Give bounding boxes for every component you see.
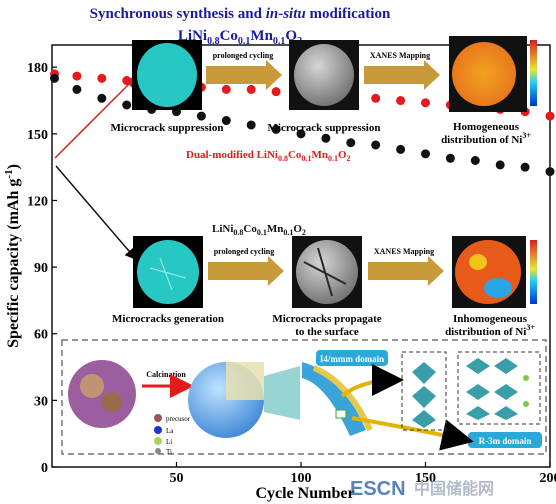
data-point — [221, 116, 231, 126]
x-tick-label: 100 — [291, 471, 312, 486]
arrow-to-lower-row — [55, 165, 137, 261]
data-point — [321, 133, 331, 143]
upper-caption-3a: Homogeneous — [453, 121, 520, 133]
upper-arrow-2: XANES Mapping — [364, 51, 440, 90]
data-point — [371, 93, 381, 103]
data-point — [371, 140, 381, 150]
arrow-to-upper-row — [54, 75, 138, 159]
svg-text:Li: Li — [166, 438, 172, 446]
lower-caption-3a: Inhomogeneous — [453, 313, 528, 325]
data-point — [296, 129, 306, 139]
series-label-pristine: LiNi0.8Co0.1Mn0.1O2 — [212, 223, 306, 237]
upper-arrow-1: prolonged cycling — [206, 51, 282, 90]
upper-panel-2 — [289, 40, 359, 110]
domain-i4mmm: I4/mmm domain — [316, 350, 388, 366]
lower-caption-2b: to the surface — [295, 326, 359, 338]
lower-panel-1 — [133, 236, 203, 308]
data-point — [396, 144, 406, 154]
lower-arrow-1: prolonged cycling — [208, 247, 284, 286]
series-pristine — [49, 73, 555, 177]
data-point — [520, 162, 530, 172]
r3m-crystal-structure — [457, 351, 541, 425]
cracked-particle-sem — [296, 240, 358, 304]
svg-text:XANES Mapping: XANES Mapping — [374, 247, 434, 256]
data-point — [221, 84, 231, 94]
series-label-modified: Dual-modified LiNi0.8Co0.1Mn0.1O2 — [186, 149, 351, 163]
cycled-particle-sem — [294, 44, 354, 106]
calcination-label: Calcination — [146, 370, 186, 379]
svg-text:prolonged cycling: prolonged cycling — [213, 51, 274, 60]
y-tick-label: 60 — [34, 328, 48, 343]
data-point — [421, 98, 430, 108]
upper-caption-3b: distribution of Ni3+ — [441, 131, 531, 146]
schematic-legend: precusor La Li Ti — [154, 414, 191, 456]
data-point — [97, 73, 107, 83]
y-tick-label: 120 — [27, 194, 48, 209]
data-point — [421, 149, 430, 159]
homogeneous-ni-map — [452, 42, 516, 106]
data-point — [495, 160, 505, 170]
svg-text:R-3m domain: R-3m domain — [479, 436, 532, 446]
y-axis: 0 30 60 90 120 150 180 — [27, 61, 57, 476]
svg-text:XANES Mapping: XANES Mapping — [370, 51, 430, 60]
data-point — [246, 84, 256, 94]
upper-panel-3 — [449, 36, 537, 112]
watermark-cjk: 中国储能网 — [414, 479, 494, 498]
data-point — [271, 124, 281, 134]
svg-text:prolonged cycling: prolonged cycling — [214, 247, 275, 256]
svg-text:Ti: Ti — [166, 448, 172, 456]
y-tick-label: 0 — [41, 461, 48, 476]
y-tick-label: 30 — [34, 394, 48, 409]
colorbar-lower — [530, 240, 537, 304]
i4mmm-crystal-structure — [401, 351, 447, 431]
x-axis: 50 100 150 200 — [170, 462, 556, 486]
y-tick-label: 90 — [34, 261, 48, 276]
lower-panel-3 — [452, 236, 537, 308]
watermark-escn: ESCN — [350, 478, 406, 500]
data-point — [271, 87, 281, 97]
data-point — [545, 111, 555, 121]
svg-text:La: La — [166, 427, 174, 435]
x-tick-label: 50 — [170, 471, 184, 486]
x-tick-label: 200 — [540, 471, 556, 486]
y-tick-label: 150 — [27, 128, 48, 143]
lower-caption-3b: distribution of Ni3+ — [445, 323, 535, 338]
data-point — [122, 100, 132, 110]
lower-panel-2 — [292, 236, 362, 308]
cracked-particle-map — [137, 240, 199, 304]
data-point — [470, 155, 480, 165]
data-point — [545, 167, 555, 177]
data-point — [49, 73, 59, 83]
svg-text:I4/mmm domain: I4/mmm domain — [320, 354, 384, 364]
x-tick-label: 150 — [415, 471, 436, 486]
svg-text:precusor: precusor — [166, 415, 191, 423]
data-point — [445, 153, 455, 163]
data-series-layer — [49, 69, 555, 177]
calcined-sphere — [188, 362, 300, 438]
data-point — [246, 120, 256, 130]
domain-r3m: R-3m domain — [468, 432, 542, 448]
lower-arrow-2: XANES Mapping — [368, 247, 444, 286]
y-axis-label: Specific capacity (mAh g-1) — [3, 164, 22, 348]
upper-caption-1: Microcrack suppression — [111, 122, 224, 134]
data-point — [97, 93, 107, 103]
data-point — [72, 84, 82, 94]
lower-caption-2a: Microcracks propagate — [272, 313, 381, 325]
upper-panel-1 — [132, 40, 202, 110]
data-point — [396, 96, 406, 106]
precursor-particle — [68, 360, 136, 428]
upper-caption-2: Microcrack suppression — [268, 122, 381, 134]
lower-caption-1: Microcracks generation — [112, 313, 224, 325]
data-point — [196, 111, 206, 121]
crack-free-particle-map — [137, 43, 197, 107]
y-tick-label: 180 — [27, 61, 48, 76]
data-point — [72, 71, 82, 81]
figure-title: Synchronous synthesis and in-situ modifi… — [90, 6, 391, 22]
colorbar-upper — [530, 40, 537, 106]
arrow-to-i4mmm-structure — [340, 364, 404, 398]
x-axis-label: Cycle Number — [255, 485, 354, 502]
arrow-to-r3m-structure — [351, 416, 474, 451]
data-point — [346, 138, 356, 148]
